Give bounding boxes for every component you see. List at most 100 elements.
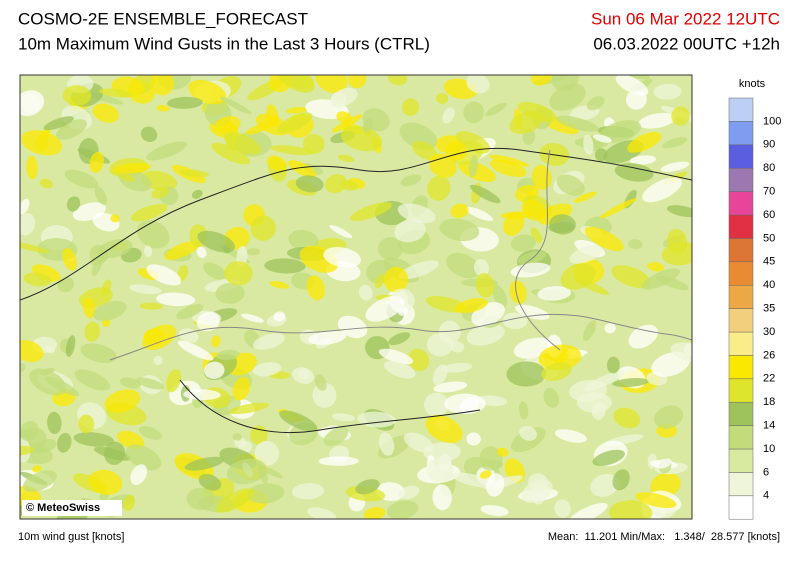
wind-patch bbox=[214, 116, 241, 134]
credit-box bbox=[22, 500, 122, 516]
wind-patch bbox=[308, 330, 347, 345]
wind-patch bbox=[186, 487, 215, 511]
wind-patch bbox=[627, 75, 650, 80]
wind-patch bbox=[285, 106, 308, 114]
wind-patch bbox=[468, 155, 478, 178]
legend-unit: knots bbox=[739, 78, 766, 90]
legend-label: 70 bbox=[763, 186, 775, 198]
wind-patch bbox=[323, 427, 349, 446]
wind-patch bbox=[287, 160, 317, 178]
footer-left: 10m wind gust [knots] bbox=[18, 531, 124, 543]
wind-patch bbox=[583, 371, 625, 391]
wind-patch bbox=[509, 110, 544, 134]
wind-patch bbox=[166, 96, 203, 109]
wind-patch bbox=[211, 142, 251, 165]
legend-label: 100 bbox=[763, 115, 781, 127]
wind-patch bbox=[104, 389, 141, 413]
wind-patch bbox=[399, 122, 438, 150]
wind-patch bbox=[583, 134, 594, 155]
wind-patch bbox=[556, 174, 585, 196]
wind-patch bbox=[427, 175, 451, 201]
wind-patch bbox=[246, 483, 285, 504]
wind-patch bbox=[125, 444, 162, 471]
wind-patch bbox=[226, 458, 267, 485]
wind-patch bbox=[408, 348, 430, 372]
wind-patch bbox=[315, 75, 348, 94]
wind-patch bbox=[196, 246, 207, 259]
wind-patch bbox=[22, 470, 57, 492]
wind-patch bbox=[612, 469, 630, 491]
wind-patch bbox=[465, 206, 493, 221]
wind-patch bbox=[427, 457, 454, 483]
wind-patch bbox=[454, 298, 489, 314]
wind-patch bbox=[592, 449, 625, 466]
wind-patch bbox=[62, 248, 77, 271]
credit: © MeteoSwiss bbox=[26, 502, 100, 514]
wind-patch bbox=[340, 125, 382, 152]
wind-patch bbox=[661, 241, 692, 266]
wind-patch bbox=[123, 494, 136, 511]
wind-patch bbox=[62, 85, 92, 106]
wind-patch bbox=[264, 258, 306, 274]
wind-patch bbox=[166, 369, 182, 393]
wind-patch bbox=[509, 280, 527, 304]
wind-patch bbox=[374, 274, 385, 289]
wind-patch bbox=[276, 112, 313, 134]
wind-patch bbox=[654, 405, 684, 429]
wind-patch bbox=[151, 75, 174, 96]
wind-patch bbox=[197, 230, 236, 253]
legend-swatch bbox=[728, 331, 754, 356]
wind-patch bbox=[556, 115, 599, 132]
wind-patch bbox=[541, 362, 572, 381]
legend-swatch bbox=[728, 401, 754, 426]
wind-patch bbox=[318, 456, 359, 466]
wind-patch bbox=[246, 248, 261, 256]
wind-patch bbox=[20, 420, 39, 442]
wind-patch bbox=[362, 118, 374, 133]
wind-patch bbox=[337, 154, 355, 163]
wind-patch bbox=[670, 342, 692, 363]
border-line bbox=[20, 147, 692, 301]
legend-swatch bbox=[728, 261, 754, 286]
legend-swatch bbox=[728, 121, 754, 146]
wind-patch bbox=[347, 75, 367, 89]
wind-patch bbox=[250, 215, 276, 241]
wind-patch bbox=[469, 184, 501, 204]
wind-patch bbox=[466, 432, 481, 446]
wind-patch bbox=[423, 392, 449, 417]
wind-patch bbox=[438, 320, 461, 344]
wind-patch bbox=[554, 499, 571, 518]
wind-patch bbox=[21, 130, 63, 156]
wind-patch bbox=[277, 75, 315, 93]
wind-patch bbox=[479, 470, 492, 479]
legend-label: 6 bbox=[763, 466, 769, 478]
wind-patch bbox=[428, 153, 457, 178]
wind-patch bbox=[188, 79, 227, 105]
wind-patch bbox=[412, 141, 438, 161]
wind-patch bbox=[143, 328, 165, 346]
wind-patch bbox=[358, 284, 373, 301]
legend-label: 22 bbox=[763, 373, 775, 385]
wind-patch bbox=[441, 362, 473, 373]
wind-patch bbox=[288, 229, 319, 251]
legend-label: 18 bbox=[763, 396, 775, 408]
wind-patch bbox=[306, 275, 326, 301]
wind-patch bbox=[72, 202, 106, 221]
map-frame bbox=[19, 74, 693, 520]
wind-patch bbox=[270, 145, 314, 155]
wind-patch bbox=[612, 377, 650, 388]
wind-patch bbox=[84, 321, 101, 342]
wind-patch bbox=[614, 162, 654, 182]
wind-patch bbox=[232, 432, 243, 441]
wind-patch bbox=[628, 239, 643, 250]
wind-patch bbox=[20, 90, 45, 117]
wind-patch bbox=[39, 367, 55, 376]
legend-label: 60 bbox=[763, 209, 775, 221]
wind-patch bbox=[551, 75, 579, 92]
wind-patch bbox=[292, 367, 315, 384]
wind-patch bbox=[279, 410, 318, 432]
wind-patch bbox=[119, 377, 141, 389]
wind-patch bbox=[518, 401, 529, 420]
wind-patch bbox=[138, 426, 163, 440]
wind-patch bbox=[549, 83, 586, 111]
